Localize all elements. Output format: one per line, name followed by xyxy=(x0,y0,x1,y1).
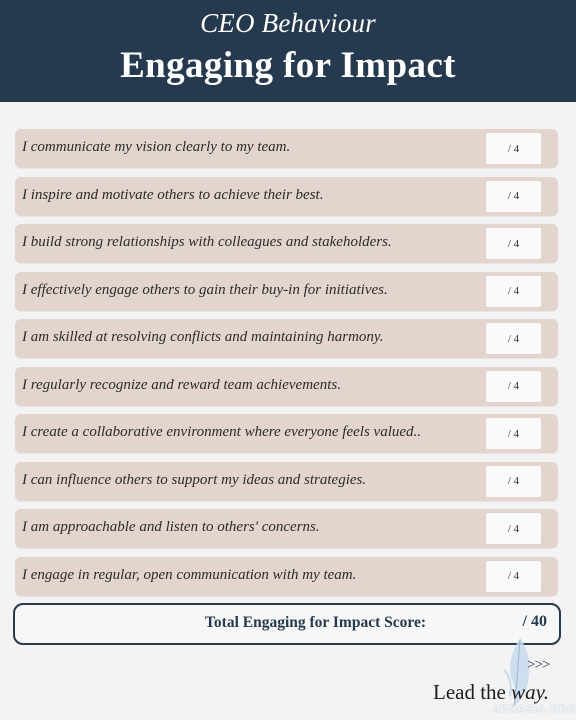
score-input[interactable]: / 4 xyxy=(486,513,541,544)
arrows-text: >>> xyxy=(527,657,550,673)
statement-text: I communicate my vision clearly to my te… xyxy=(22,139,291,155)
score-input[interactable]: / 4 xyxy=(486,180,541,212)
assessment-row: I create a collaborative environment whe… xyxy=(15,414,558,453)
total-score-box: Total Engaging for Impact Score: / 40 xyxy=(13,603,561,645)
statement-text: I am skilled at resolving conflicts and … xyxy=(22,329,384,345)
assessment-row: I communicate my vision clearly to my te… xyxy=(15,129,558,168)
tagline: Lead the way. xyxy=(433,680,549,705)
score-input[interactable]: / 4 xyxy=(486,418,541,449)
assessment-row: I am skilled at resolving conflicts and … xyxy=(15,319,558,358)
score-input[interactable]: / 4 xyxy=(486,323,541,354)
statement-text: I build strong relationships with collea… xyxy=(22,234,392,250)
score-input[interactable]: / 4 xyxy=(486,228,541,259)
assessment-row: I regularly recognize and reward team ac… xyxy=(15,366,558,406)
watermark: ABNASIA.ORG xyxy=(492,704,576,715)
page-subtitle: CEO Behaviour xyxy=(200,8,376,38)
page-header: CEO Behaviour Engaging for Impact xyxy=(0,0,576,102)
statement-text: I am approachable and listen to others' … xyxy=(22,519,320,535)
statement-text: I effectively engage others to gain thei… xyxy=(22,281,388,298)
statement-text: I create a collaborative environment whe… xyxy=(22,424,422,440)
score-input[interactable]: / 4 xyxy=(486,560,541,592)
tagline-emphasis: way. xyxy=(511,680,550,704)
feather-logo-icon xyxy=(503,638,530,707)
score-input[interactable]: / 4 xyxy=(486,370,541,402)
statement-text: I can influence others to support my ide… xyxy=(22,471,367,488)
score-input[interactable]: / 4 xyxy=(486,465,541,497)
statement-text: I engage in regular, open communication … xyxy=(22,566,357,583)
assessment-row: I engage in regular, open communication … xyxy=(15,556,558,596)
assessment-row: I effectively engage others to gain thei… xyxy=(15,271,558,311)
assessment-row: I can influence others to support my ide… xyxy=(15,461,558,501)
score-input[interactable]: / 4 xyxy=(486,133,541,164)
assessment-row: I am approachable and listen to others' … xyxy=(15,509,558,548)
total-score-label: Total Engaging for Impact Score: xyxy=(205,614,427,631)
total-score-value[interactable]: / 40 xyxy=(522,613,547,630)
tagline-start: Lead the xyxy=(433,680,512,704)
assessment-list: I communicate my vision clearly to my te… xyxy=(15,129,558,604)
assessment-row: I build strong relationships with collea… xyxy=(15,224,558,263)
assessment-row: I inspire and motivate others to achieve… xyxy=(15,176,558,216)
statement-text: I inspire and motivate others to achieve… xyxy=(22,186,324,203)
score-input[interactable]: / 4 xyxy=(486,275,541,307)
page-title: Engaging for Impact xyxy=(120,45,456,86)
statement-text: I regularly recognize and reward team ac… xyxy=(22,376,341,393)
